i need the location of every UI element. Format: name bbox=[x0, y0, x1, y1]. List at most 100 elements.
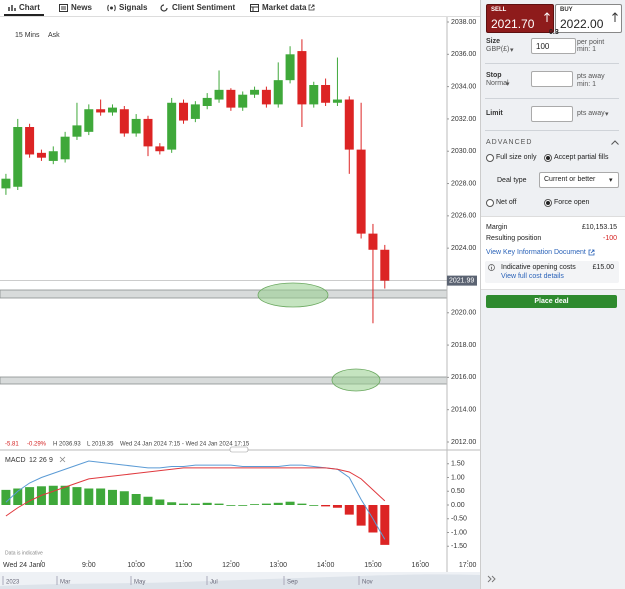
histogram-bar bbox=[285, 501, 295, 505]
stop-input[interactable] bbox=[531, 71, 573, 87]
fill-option[interactable]: Accept partial fills bbox=[554, 154, 609, 161]
histogram-bar bbox=[273, 502, 283, 505]
info: -0.29% bbox=[27, 442, 47, 448]
stop-type[interactable]: Normal bbox=[486, 80, 509, 87]
candle-body bbox=[179, 102, 189, 121]
candle-body bbox=[297, 51, 307, 105]
candle-body bbox=[84, 109, 94, 132]
y-tick-label: 2034.00 bbox=[451, 83, 476, 90]
deal-type-select[interactable]: Current or better ▾ bbox=[539, 172, 619, 188]
place-deal: Place deal bbox=[534, 298, 569, 305]
dropdown-caret: ▾ bbox=[609, 177, 613, 184]
y-tick-label: 2028.00 bbox=[451, 180, 476, 187]
tab[interactable]: Client Sentiment bbox=[172, 3, 236, 12]
price-side[interactable]: Ask bbox=[48, 32, 60, 39]
histogram-bar bbox=[60, 485, 70, 505]
stop-hint: min: 1 bbox=[577, 81, 597, 88]
candle-body bbox=[238, 94, 248, 108]
candle-body bbox=[261, 89, 271, 105]
current-price-box bbox=[447, 275, 477, 286]
x-tick-label: 12:00 bbox=[222, 562, 240, 569]
x-tick-label: 11:00 bbox=[175, 562, 192, 569]
histogram-bar bbox=[96, 488, 106, 505]
candle-body bbox=[190, 104, 200, 119]
candle-body bbox=[72, 125, 82, 137]
margin: £10,153.15 bbox=[581, 224, 617, 231]
separator bbox=[485, 130, 619, 131]
zone-band bbox=[0, 289, 448, 299]
expand-icon[interactable] bbox=[487, 575, 497, 583]
y-tick-label: 0.00 bbox=[451, 502, 465, 509]
candle-body bbox=[167, 102, 177, 150]
candle-body bbox=[226, 89, 236, 108]
place-deal-button[interactable]: Place deal bbox=[486, 295, 617, 308]
y-tick-label: 2026.00 bbox=[451, 213, 476, 220]
costs-link[interactable]: View full cost details bbox=[501, 273, 564, 280]
info: Wed 24 Jan 2024 7:15 - Wed 24 Jan 2024 1… bbox=[120, 442, 250, 448]
radio[interactable] bbox=[544, 154, 552, 162]
data-note: Data is indicative bbox=[5, 550, 43, 556]
candle-body bbox=[285, 54, 295, 81]
navigator-label: Jul bbox=[210, 580, 218, 586]
histogram-bar bbox=[321, 505, 331, 507]
histogram-bar bbox=[202, 502, 212, 505]
chevron-up[interactable] bbox=[611, 140, 619, 145]
size-unit[interactable]: GBP(£) bbox=[486, 46, 510, 53]
position-option[interactable]: Net off bbox=[496, 199, 517, 206]
histogram-bar bbox=[107, 489, 117, 505]
info-icon bbox=[488, 264, 495, 271]
candle-body bbox=[107, 107, 117, 113]
macd-param: 9 bbox=[49, 457, 53, 464]
tab[interactable]: Chart bbox=[19, 3, 40, 12]
market-icon bbox=[250, 4, 259, 12]
radio[interactable] bbox=[486, 154, 494, 162]
summary: Margin £10,153.15 Resulting position -10… bbox=[481, 216, 625, 290]
navigator-label: Nov bbox=[362, 580, 373, 586]
size-hint: per point bbox=[577, 39, 605, 46]
advanced-header[interactable]: ADVANCED bbox=[486, 139, 533, 146]
sentiment-icon bbox=[160, 4, 168, 12]
histogram-bar bbox=[190, 503, 200, 505]
y-tick-label: 2020.00 bbox=[451, 310, 476, 317]
size-input[interactable]: 100 bbox=[531, 38, 576, 54]
buy-button[interactable]: BUY 2022.00 bbox=[555, 4, 622, 33]
y-tick-label: 0.50 bbox=[451, 488, 465, 495]
costs-box: Indicative opening costs £15.00 View ful… bbox=[485, 261, 619, 283]
radio[interactable] bbox=[486, 199, 494, 207]
histogram-bar bbox=[167, 502, 177, 505]
macd-param: 26 bbox=[39, 457, 47, 464]
histogram-bar bbox=[238, 505, 248, 506]
news-icon bbox=[59, 4, 68, 12]
navigator-area bbox=[0, 574, 480, 589]
histogram-bar bbox=[1, 489, 11, 505]
tab[interactable]: Market data bbox=[262, 3, 307, 12]
candle-body bbox=[36, 152, 46, 158]
candle-body bbox=[13, 127, 23, 187]
radio[interactable] bbox=[544, 199, 552, 207]
deal-type: Current or better bbox=[544, 176, 596, 183]
timeframe[interactable]: 15 Mins bbox=[15, 32, 40, 39]
navigator-label: Mar bbox=[60, 580, 70, 586]
x-tick-label: 13:00 bbox=[269, 562, 287, 569]
position-option[interactable]: Force open bbox=[554, 199, 590, 206]
tab[interactable]: News bbox=[71, 3, 92, 12]
deal-type-label: Deal type bbox=[497, 177, 527, 184]
histogram-bar bbox=[13, 488, 23, 505]
zone-ellipse bbox=[331, 368, 381, 392]
sell-button[interactable]: SELL 2021.70 bbox=[486, 4, 554, 33]
divider-handle[interactable] bbox=[229, 446, 249, 453]
size-value: 100 bbox=[536, 42, 550, 51]
external-icon bbox=[588, 249, 595, 256]
date-label: Wed 24 Jan bbox=[3, 562, 40, 569]
candle-body bbox=[273, 80, 283, 105]
tab[interactable]: Signals bbox=[119, 3, 148, 12]
limit-input[interactable] bbox=[531, 106, 573, 122]
limit-hint[interactable]: pts away bbox=[577, 110, 605, 117]
y-tick-label: 2036.00 bbox=[451, 51, 476, 58]
kid-link[interactable]: View Key Information Document bbox=[486, 249, 586, 256]
histogram-bar bbox=[380, 505, 390, 545]
limit-label: Limit bbox=[486, 110, 503, 117]
histogram-bar bbox=[84, 488, 94, 505]
fill-option[interactable]: Full size only bbox=[496, 154, 537, 161]
